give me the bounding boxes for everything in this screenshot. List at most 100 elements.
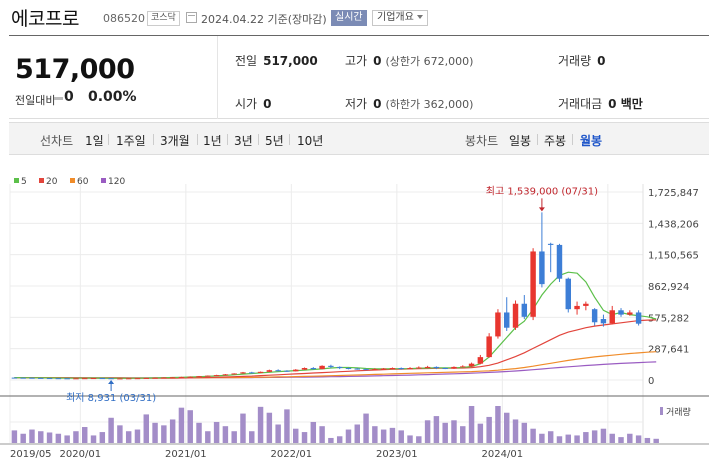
candle-down bbox=[600, 318, 607, 324]
candle-down bbox=[29, 377, 35, 379]
open-value: 0 bbox=[263, 97, 272, 111]
legend-swatch bbox=[39, 178, 44, 183]
volume-bar bbox=[46, 432, 53, 443]
candle-up bbox=[266, 370, 273, 372]
candle-up bbox=[82, 378, 88, 380]
volume-bar bbox=[178, 407, 185, 443]
candle-daily[interactable]: 일봉 bbox=[509, 134, 532, 148]
stock-name: 에코프로 bbox=[11, 8, 79, 30]
volume-bars bbox=[11, 406, 659, 443]
volume-bar bbox=[284, 409, 290, 443]
high-annotation: 최고 1,539,000 (07/31) bbox=[486, 185, 598, 197]
volume-bar bbox=[38, 431, 44, 443]
volume-value: 0 bbox=[597, 54, 606, 68]
volume-bar bbox=[583, 432, 589, 443]
candle-up bbox=[512, 303, 519, 328]
candle-up bbox=[495, 312, 501, 337]
candle-monthly[interactable]: 월봉 bbox=[580, 134, 603, 148]
market-badge: 코스닥 bbox=[147, 11, 180, 26]
period-separator bbox=[197, 134, 198, 145]
candle-down bbox=[64, 378, 70, 380]
x-tick-label: 2019/05 bbox=[10, 449, 52, 460]
volume-bar bbox=[363, 413, 369, 443]
candle-up bbox=[468, 363, 475, 367]
candle-down bbox=[108, 378, 114, 380]
candle-down bbox=[556, 244, 563, 279]
chart-annotations: 최고 1,539,000 (07/31) 최저 8,931 (03/31) bbox=[66, 185, 598, 404]
volume-bar bbox=[556, 436, 563, 443]
volume-bar bbox=[407, 435, 413, 443]
lower-limit: (하한가 362,000) bbox=[385, 98, 474, 111]
volume-bar bbox=[354, 424, 360, 443]
prev-close-cell: 전일 517,000 bbox=[235, 52, 318, 69]
candle-up bbox=[187, 376, 193, 378]
volume-bar bbox=[310, 421, 317, 443]
candle-down bbox=[539, 251, 545, 285]
candle-up bbox=[574, 305, 580, 310]
volume-bar bbox=[539, 433, 545, 443]
candle-down bbox=[284, 370, 290, 372]
period-3y[interactable]: 3년 bbox=[234, 134, 253, 148]
period-separator bbox=[289, 134, 290, 145]
candle-up bbox=[240, 372, 246, 374]
line-chart-label: 선차트 bbox=[40, 134, 74, 148]
candle-up bbox=[134, 378, 141, 380]
volume-bar bbox=[486, 416, 492, 443]
calendar-icon bbox=[186, 12, 197, 23]
volume-bar bbox=[249, 431, 255, 443]
stock-header: 에코프로 086520 코스닥 2024.04.22 기준(장마감) 실시간 기… bbox=[0, 0, 709, 34]
candle-down bbox=[20, 377, 26, 379]
candle-up bbox=[73, 378, 79, 380]
volume-bar bbox=[73, 431, 79, 443]
y-tick-label: 1,725,847 bbox=[648, 188, 699, 199]
legend-label: 20 bbox=[46, 177, 58, 187]
corp-info-dropdown[interactable]: 기업개요 bbox=[372, 10, 428, 26]
volume-bar bbox=[301, 432, 308, 443]
volume-legend-label: 거래량 bbox=[666, 406, 691, 418]
prev-close-value: 517,000 bbox=[263, 54, 318, 68]
candle-down bbox=[433, 366, 440, 369]
candle-up bbox=[319, 365, 325, 370]
realtime-button[interactable]: 실시간 bbox=[331, 10, 367, 26]
candle-down bbox=[275, 370, 281, 372]
candle-up bbox=[196, 376, 202, 378]
candle-up bbox=[451, 366, 457, 369]
y-tick-label: 0 bbox=[648, 376, 654, 387]
candle-up bbox=[372, 369, 378, 371]
candle-down bbox=[354, 368, 360, 370]
summary-divider bbox=[217, 36, 218, 119]
candle-up bbox=[609, 310, 615, 324]
period-1y[interactable]: 1년 bbox=[203, 134, 222, 148]
candle-up bbox=[143, 377, 149, 379]
volume-bar bbox=[187, 410, 193, 443]
volume-grid: 거래량 bbox=[10, 406, 691, 423]
period-1d[interactable]: 1일 bbox=[85, 134, 104, 148]
low-annotation: 최저 8,931 (03/31) bbox=[66, 392, 156, 404]
candle-up bbox=[231, 373, 237, 375]
chart-grid bbox=[0, 184, 709, 445]
volume-bar bbox=[591, 430, 598, 443]
low-label: 저가 bbox=[345, 97, 368, 111]
period-3m[interactable]: 3개월 bbox=[160, 134, 190, 148]
candle-down bbox=[310, 368, 317, 370]
candle-chart-label: 봉차트 bbox=[465, 134, 499, 148]
period-10y[interactable]: 10년 bbox=[297, 134, 324, 148]
period-1w[interactable]: 1주일 bbox=[116, 134, 146, 148]
candle-down bbox=[11, 377, 18, 379]
period-5y[interactable]: 5년 bbox=[265, 134, 284, 148]
volume-bar bbox=[293, 428, 299, 443]
candle-down bbox=[328, 365, 334, 367]
candle-weekly[interactable]: 주봉 bbox=[544, 134, 567, 148]
arrow-down-icon bbox=[538, 207, 545, 212]
candle-up bbox=[169, 377, 176, 379]
candle-up bbox=[380, 368, 387, 370]
candle-up bbox=[161, 377, 167, 379]
volume-bar bbox=[20, 433, 26, 443]
candle-up bbox=[222, 374, 229, 376]
candles bbox=[11, 212, 642, 380]
volume-bar bbox=[512, 419, 519, 443]
upper-limit: (상한가 672,000) bbox=[385, 55, 474, 68]
candle-up bbox=[416, 367, 422, 369]
volume-bar bbox=[231, 431, 237, 443]
volume-bar bbox=[627, 433, 633, 443]
